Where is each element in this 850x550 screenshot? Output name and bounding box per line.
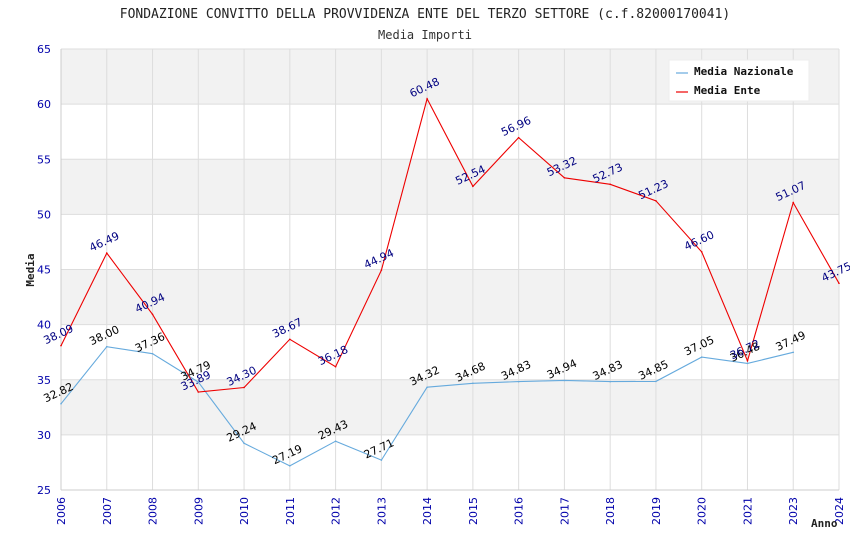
- x-tick-label: 2024: [833, 497, 846, 525]
- data-point: [563, 176, 566, 179]
- x-tick-label: 2009: [192, 497, 205, 525]
- y-tick-label: 45: [37, 264, 51, 277]
- x-axis-label: Anno: [811, 517, 838, 530]
- data-point: [609, 183, 611, 186]
- data-point: [105, 345, 108, 348]
- data-point: [243, 442, 245, 445]
- y-tick-label: 35: [37, 374, 51, 387]
- data-point: [380, 269, 383, 271]
- data-point: [243, 386, 245, 389]
- data-point: [60, 344, 62, 347]
- band-55: [61, 104, 839, 160]
- chart-subtitle: Media Importi: [378, 28, 472, 42]
- x-tick-label: 2008: [147, 497, 160, 525]
- data-point: [426, 386, 428, 389]
- data-point: [746, 359, 749, 362]
- x-tick-label: 2019: [650, 497, 663, 525]
- data-point: [197, 381, 200, 383]
- legend-label-media-ente: Media Ente: [694, 84, 761, 97]
- data-point: [151, 313, 154, 316]
- band-35: [61, 324, 839, 380]
- x-tick-label: 2010: [238, 497, 251, 525]
- y-tick-label: 25: [37, 484, 51, 497]
- band-40: [61, 269, 839, 325]
- x-axis-ticks: 2006 2007 2008 2009 2010 2011 2012 2013 2014 2015…: [55, 497, 846, 525]
- legend-box: [668, 59, 810, 102]
- data-point: [334, 440, 337, 442]
- legend-label-media-nazionale: Media Nazionale: [694, 65, 794, 78]
- x-tick-label: 2011: [284, 497, 297, 525]
- data-point: [517, 380, 520, 383]
- band-25: [61, 434, 839, 490]
- x-tick-label: 2017: [558, 497, 571, 525]
- data-point: [105, 252, 108, 254]
- band-50: [61, 159, 839, 215]
- data-point: [380, 459, 383, 461]
- band-45: [61, 214, 839, 270]
- data-point: [60, 402, 62, 405]
- x-tick-label: 2012: [330, 497, 343, 525]
- data-point: [792, 201, 795, 204]
- data-point: [197, 391, 200, 393]
- x-tick-label: 2014: [421, 497, 434, 525]
- x-tick-label: 2007: [101, 497, 114, 525]
- data-point: [655, 380, 657, 383]
- x-tick-label: 2018: [604, 497, 617, 525]
- y-tick-label: 40: [37, 319, 51, 332]
- chart-title: FONDAZIONE CONVITTO DELLA PROVVIDENZA EN…: [120, 7, 730, 22]
- y-axis-label: Media: [24, 253, 37, 286]
- x-tick-label: 2015: [467, 497, 480, 525]
- y-tick-label: 30: [37, 429, 51, 442]
- series-lines: [60, 97, 840, 467]
- data-point: [289, 338, 291, 341]
- data-point: [289, 465, 291, 467]
- data-point: [151, 352, 154, 355]
- data-point: [700, 251, 703, 253]
- y-tick-label: 55: [37, 153, 51, 166]
- y-tick-label: 60: [37, 98, 51, 111]
- x-tick-label: 2016: [513, 497, 526, 525]
- data-point: [472, 185, 474, 188]
- data-point: [563, 379, 566, 382]
- data-point: [792, 351, 795, 354]
- y-tick-label: 50: [37, 208, 51, 221]
- data-point: [334, 365, 337, 368]
- y-axis-ticks: 25 30 35 40 45 50 55 60 65: [37, 43, 51, 497]
- series-line-media-ente: [60, 97, 840, 393]
- plot-bands: [61, 49, 839, 490]
- data-point: [700, 356, 703, 358]
- data-point: [746, 362, 749, 365]
- x-tick-label: 2020: [696, 497, 709, 525]
- x-tick-label: 2013: [375, 497, 388, 525]
- data-point: [838, 282, 840, 285]
- data-point: [517, 136, 520, 139]
- data-point: [655, 200, 657, 202]
- data-point: [426, 98, 428, 100]
- y-tick-label: 65: [37, 43, 51, 56]
- legend: Media Nazionale Media Ente: [668, 59, 810, 102]
- data-point: [472, 382, 474, 385]
- band-30: [61, 379, 839, 435]
- x-tick-label: 2006: [55, 497, 68, 525]
- x-tick-label: 2021: [741, 497, 754, 525]
- data-point: [609, 380, 611, 383]
- x-tick-label: 2023: [787, 497, 800, 525]
